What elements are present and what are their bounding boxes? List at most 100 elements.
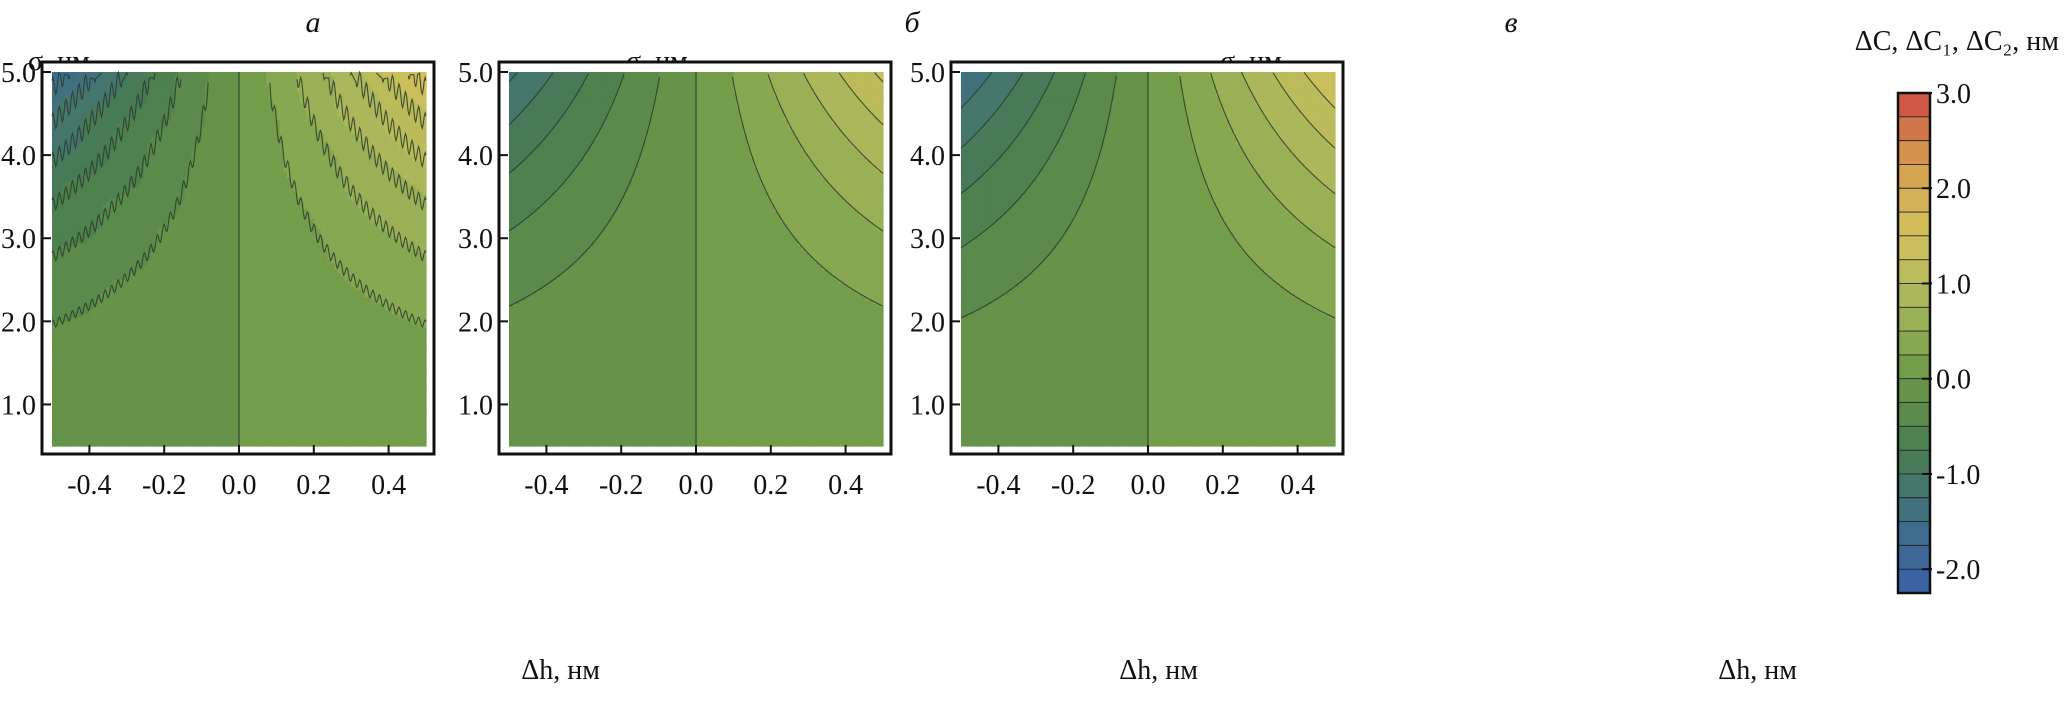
colorbar-band: [1898, 497, 1930, 523]
contour-line: [874, 72, 884, 83]
contour-plot: [40, 60, 436, 456]
colorbar-tick-label: 3.0: [1936, 79, 1971, 110]
y-tick-label: 5.0: [458, 58, 493, 89]
y-tick-label: 5.0: [910, 58, 945, 89]
colorbar-tick-label: -2.0: [1936, 555, 1980, 586]
x-tick-label: 0.2: [753, 470, 788, 501]
x-tick-label: -0.2: [599, 470, 643, 501]
x-tick-label: -0.4: [976, 470, 1020, 501]
colorbar-label: ΔC, ΔC₁, ΔC₂, нм: [1855, 26, 2060, 57]
colorbar-tick-label: -1.0: [1936, 460, 1980, 491]
colorbar-band: [1898, 354, 1930, 380]
contour-line: [731, 76, 884, 307]
contour-line: [960, 72, 993, 109]
panel-title: б: [904, 6, 920, 39]
contour-line: [51, 70, 129, 169]
panel-title: в: [1504, 6, 1517, 39]
contour-line: [51, 82, 209, 328]
contour-line: [296, 75, 427, 262]
y-tick-label: 2.0: [1, 307, 36, 338]
y-tick-label: 2.0: [910, 307, 945, 338]
contour-line: [838, 72, 884, 126]
contour-line: [508, 76, 661, 307]
contour-line: [508, 73, 589, 174]
x-axis-label: Δh, нм: [521, 655, 600, 686]
x-tick-label: 0.4: [828, 470, 863, 501]
contour-line: [269, 82, 427, 328]
y-tick-label: 5.0: [1, 58, 36, 89]
contour-line: [376, 72, 427, 131]
contour-line: [349, 70, 427, 169]
x-tick-label: 0.0: [1131, 470, 1166, 501]
contour-line: [51, 73, 156, 211]
contour-lines: [960, 71, 1336, 446]
x-tick-label: -0.2: [142, 470, 186, 501]
colorbar-band: [1898, 140, 1930, 165]
contour-line: [960, 72, 1086, 249]
y-tick-label: 4.0: [458, 141, 493, 172]
contour-plot: [497, 60, 893, 456]
colorbar-band: [1898, 116, 1930, 142]
y-tick-label: 4.0: [910, 141, 945, 172]
x-tick-label: 0.4: [1280, 470, 1315, 501]
x-tick-label: 0.4: [371, 470, 406, 501]
panel-c: в σ, нм Δh, нм -0.4-0.20.00.20.41.02.03.…: [910, 6, 1797, 686]
x-axis-label: Δh, нм: [1718, 655, 1797, 686]
contour-line: [1179, 76, 1336, 319]
colorbar-band: [1898, 212, 1930, 237]
contour-line: [508, 74, 625, 232]
y-tick-label: 1.0: [910, 390, 945, 421]
colorbar-band: [1898, 283, 1930, 308]
contour-line: [1272, 72, 1336, 149]
colorbar: ΔC, ΔC₁, ΔC₂, нм 3.0 2.0 1.0 0.0 -1.0 -2.0: [1855, 26, 2060, 595]
colorbar-band: [1898, 164, 1930, 189]
y-tick-label: 3.0: [458, 224, 493, 255]
panel-a: а σ, нм Δh, нм -0.4-0.20.00.20.41.02.03.…: [1, 6, 600, 686]
contour-line: [1303, 72, 1336, 109]
contour-line: [508, 72, 518, 83]
panel-title: а: [306, 6, 321, 39]
contour-line: [960, 76, 1117, 319]
colorbar-band: [1898, 426, 1930, 451]
contour-line: [51, 72, 71, 97]
y-tick-label: 1.0: [458, 390, 493, 421]
x-tick-label: 0.0: [679, 470, 714, 501]
contour-line: [1210, 72, 1336, 249]
y-tick-label: 1.0: [1, 390, 36, 421]
y-tick-label: 2.0: [458, 307, 493, 338]
colorbar-band: [1898, 569, 1930, 594]
contour-fill: [961, 72, 1336, 447]
contour-fill: [509, 72, 884, 447]
x-tick-label: 0.0: [222, 470, 257, 501]
contour-line: [407, 72, 427, 97]
axis-ticks: -0.4 -0.2 0.0 0.2 0.4 1.0 2.0 3.0 4.0 5.0: [458, 58, 863, 501]
colorbar-band: [1898, 378, 1930, 404]
colorbar-band: [1898, 521, 1930, 546]
contour-fill: [52, 72, 427, 447]
y-tick-label: 3.0: [910, 224, 945, 255]
y-tick-label: 4.0: [1, 141, 36, 172]
panel-b: б σ, нм Δh, нм -0.4-0.20.00.20.41.02.03.…: [458, 6, 1198, 686]
axis-ticks: -0.4 -0.2 0.0 0.2 0.4 1.0 2.0 3.0 4.0 5.0: [910, 58, 1315, 501]
contour-lines: [508, 72, 884, 446]
contour-lines: [51, 70, 427, 446]
x-tick-label: -0.4: [67, 470, 111, 501]
colorbar-tick-label: 2.0: [1936, 174, 1971, 205]
colorbar-band: [1898, 473, 1930, 499]
y-tick-label: 3.0: [1, 224, 36, 255]
colorbar-tick-label: 1.0: [1936, 269, 1971, 300]
colorbar-tick-label: 0.0: [1936, 365, 1971, 396]
x-tick-label: 0.2: [1205, 470, 1240, 501]
contour-line: [51, 75, 182, 262]
colorbar-band: [1898, 259, 1930, 284]
axis-ticks: -0.4 -0.2 0.0 0.2 0.4 1.0 2.0 3.0 4.0 5.0: [1, 58, 406, 501]
x-tick-label: -0.4: [524, 470, 568, 501]
contour-line: [767, 74, 884, 232]
colorbar-band: [1898, 93, 1930, 118]
colorbar-frame: [1896, 91, 1932, 595]
contour-line: [803, 73, 884, 174]
colorbar-band: [1898, 450, 1930, 475]
colorbar-band: [1898, 188, 1930, 213]
x-axis-label: Δh, нм: [1119, 655, 1198, 686]
